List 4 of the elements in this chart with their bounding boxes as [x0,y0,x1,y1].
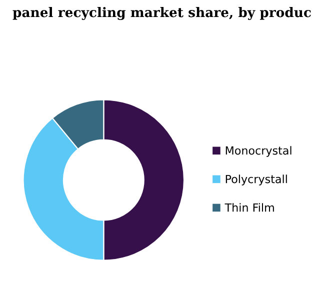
legend-label: Monocrystal [226,146,292,157]
chart-title: panel recycling market share, by produc [12,7,311,20]
legend-label: Polycrystall [226,174,287,186]
legend-label: Thin Film [224,203,274,212]
